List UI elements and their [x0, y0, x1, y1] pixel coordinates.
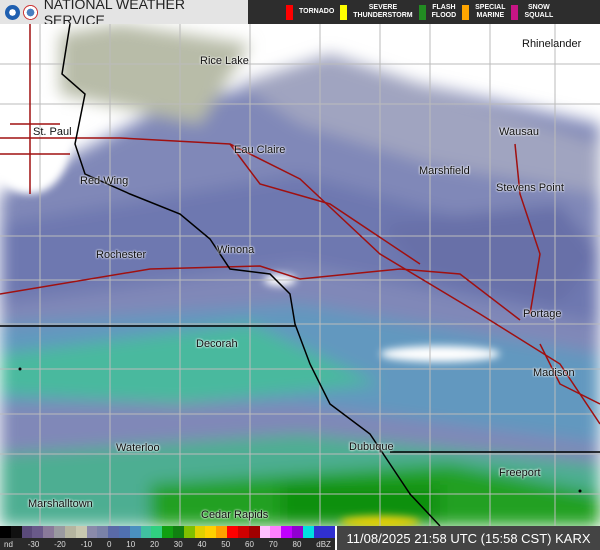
- scale-tick: 30: [173, 539, 183, 549]
- warning-label: SPECIAL MARINE: [475, 4, 506, 19]
- scale-swatch: [21, 526, 33, 538]
- scale-swatch: [0, 526, 11, 538]
- city-label: Marshalltown: [28, 498, 93, 510]
- warning-label: SNOW SQUALL: [524, 4, 554, 19]
- scale-tick: -10: [80, 539, 93, 549]
- scale-swatch: [97, 526, 109, 538]
- scale-swatch: [140, 526, 152, 538]
- scale-tick: 50: [221, 539, 231, 549]
- scale-tick: 40: [197, 539, 207, 549]
- scale-tick: 70: [268, 539, 278, 549]
- scale-swatch: [216, 526, 228, 538]
- scale-swatch: [227, 526, 238, 538]
- city-label: Freeport: [499, 467, 541, 479]
- city-label: Rhinelander: [522, 38, 582, 50]
- scale-swatch: [302, 526, 314, 538]
- city-label: Winona: [217, 244, 255, 256]
- scale-swatch: [313, 526, 325, 538]
- scale-swatch: [324, 526, 336, 538]
- city-label: Rice Lake: [200, 55, 249, 67]
- city-label: Decorah: [196, 338, 238, 350]
- city-label: Portage: [523, 308, 562, 320]
- city-label: Cedar Rapids: [201, 509, 269, 521]
- scale-tick: 60: [245, 539, 254, 549]
- noaa-logo: [5, 4, 20, 20]
- city-label: Dubuque: [349, 441, 394, 453]
- scale-tick: -20: [54, 539, 66, 549]
- timestamp: 11/08/2025 21:58 UTC (15:58 CST) KARX: [337, 526, 600, 550]
- city-markers: [18, 367, 582, 493]
- color-scale: [0, 526, 336, 538]
- warning-key: FLASH FLOOD: [418, 4, 457, 20]
- warning-label: FLASH FLOOD: [431, 4, 457, 19]
- city-label: Waterloo: [116, 442, 160, 454]
- city-label: Eau Claire: [234, 144, 286, 156]
- scale-swatch: [108, 526, 119, 538]
- scale-swatch: [151, 526, 163, 538]
- warning-swatch: [511, 4, 519, 20]
- scale-swatch: [183, 526, 195, 538]
- warning-swatch: [418, 4, 426, 20]
- scale-swatch: [118, 526, 130, 538]
- scale-swatch: [205, 526, 217, 538]
- scale-swatch: [194, 526, 206, 538]
- scale-swatch: [162, 526, 173, 538]
- scale-swatch: [248, 526, 260, 538]
- reflectivity-legend: nd -30 -20 -10 0 10 20 30 40 50 60 70 80 dBZ: [0, 526, 336, 550]
- warning-swatch: [340, 4, 348, 20]
- scale-swatch: [64, 526, 76, 538]
- radar-echoes: [0, 24, 600, 526]
- city-label: Marshfield: [419, 165, 470, 177]
- scale-swatch: [54, 526, 65, 538]
- scale-swatch: [173, 526, 184, 538]
- city-label: Madison: [533, 367, 575, 379]
- warning-swatch: [462, 4, 470, 20]
- scale-swatch: [75, 526, 87, 538]
- scale-tick: 10: [126, 539, 136, 549]
- scale-swatch: [43, 526, 55, 538]
- scale-tick: dBZ: [316, 539, 331, 549]
- city-label: Wausau: [499, 126, 539, 138]
- scale-swatch: [10, 526, 22, 538]
- warning-key: TORNADO: [286, 4, 335, 20]
- city-label: Red Wing: [80, 175, 129, 187]
- warning-key: SNOW SQUALL: [511, 4, 553, 20]
- warning-swatch: [286, 4, 293, 20]
- warning-label: SEVERE THUNDERSTORM: [353, 4, 413, 19]
- scale-tick: 20: [150, 539, 159, 549]
- scale-ticks: nd -30 -20 -10 0 10 20 30 40 50 60 70 80 dBZ: [0, 538, 335, 550]
- scale-swatch: [291, 526, 303, 538]
- nws-logo: [22, 4, 38, 20]
- highways: [0, 24, 600, 425]
- scale-tick: 80: [292, 539, 302, 549]
- scale-swatch: [259, 526, 271, 538]
- warning-label: TORNADO: [299, 8, 335, 15]
- brand: NATIONAL WEATHER SERVICE: [0, 0, 248, 28]
- scale-swatch: [237, 526, 249, 538]
- scale-tick: -30: [27, 539, 40, 549]
- warning-key: SEVERE THUNDERSTORM: [340, 4, 413, 20]
- radar-map[interactable]: [0, 24, 600, 526]
- header: NATIONAL WEATHER SERVICE TORNADO SEVERE T…: [0, 0, 600, 28]
- city-label: Stevens Point: [496, 182, 564, 194]
- scale-swatch: [129, 526, 141, 538]
- scale-swatch: [86, 526, 98, 538]
- scale-swatch: [32, 526, 44, 538]
- scale-swatch: [281, 526, 292, 538]
- city-label: Rochester: [96, 249, 147, 261]
- warning-key: SPECIAL MARINE: [462, 4, 505, 20]
- scale-tick: nd: [4, 539, 13, 549]
- city-label: St. Paul: [33, 126, 72, 138]
- county-lines: [0, 24, 600, 526]
- state-borders: [0, 24, 600, 526]
- scale-tick: 0: [106, 539, 112, 549]
- warning-legend: TORNADO SEVERE THUNDERSTORM FLASH FLOOD SPE…: [248, 0, 600, 24]
- scale-swatch: [270, 526, 282, 538]
